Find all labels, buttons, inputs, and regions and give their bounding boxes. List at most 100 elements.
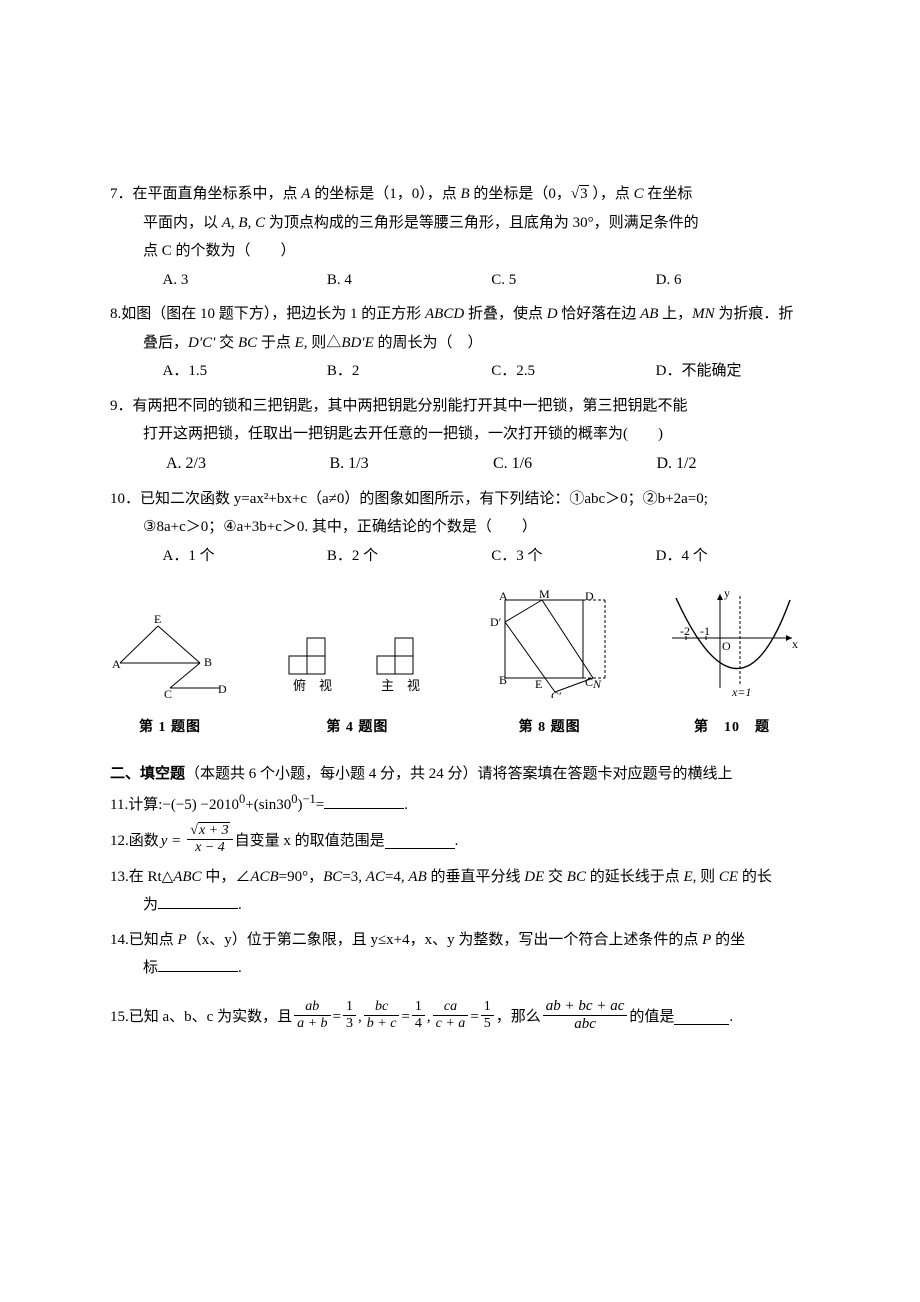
q12-den: x − 4 [187,840,232,855]
q13-num: 13. [110,869,129,885]
q9-opt-d: D. 1/2 [657,449,821,479]
q15-num: 15. [110,1003,129,1032]
svg-text:俯 视: 俯 视 [293,678,332,693]
section-2-title: 二、填空题 [110,766,185,782]
q15-c2: , [427,1003,431,1032]
q9-opt-a: A. 2/3 [166,449,330,479]
question-14: 14.已知点 P（x、y）位于第二象限，且 y≤x+4，x、y 为整数，写出一个… [110,926,820,983]
q15-c1: , [358,1003,362,1032]
q10-options: A．1 个 B．2 个 C．3 个 D．4 个 [110,542,820,571]
q7-opt-b: B. 4 [327,266,491,295]
q15-v1: 13 [343,1000,356,1031]
svg-text:C: C [164,687,172,698]
q15-f2: bcb + c [364,1000,400,1031]
q14-l2-text: 标 [143,960,158,976]
q10-l1-text: 已知二次函数 y=ax²+bx+c（a≠0）的图象如图所示，有下列结论：①abc… [140,491,708,507]
q7-options: A. 3 B. 4 C. 5 D. 6 [110,266,820,295]
q14-blank [158,956,238,972]
question-8: 8.如图（图在 10 题下方），把边长为 1 的正方形 ABCD 折叠，使点 D… [110,300,820,386]
q7-line3: 点 C 的个数为（ ） [110,237,820,266]
q15-blank [674,1009,729,1025]
q13-line2: 为. [110,891,820,920]
question-7: 7．在平面直角坐标系中，点 A 的坐标是（1，0），点 B 的坐标是（0，√3 … [110,180,820,294]
q12-num: 12. [110,827,129,856]
section-2-rest: （本题共 6 个小题，每小题 4 分，共 24 分）请将答案填在答题卡对应题号的… [185,766,733,782]
svg-text:E: E [535,677,542,691]
svg-text:x=1: x=1 [731,685,751,698]
q8-opt-c: C．2.5 [491,357,655,386]
q15-text-c: 的值是 [629,1003,674,1032]
q9-options: A. 2/3 B. 1/3 C. 1/6 D. 1/2 [110,449,820,479]
figure-10-svg: y x O -2 -1 x=1 [662,588,802,698]
question-10: 10．已知二次函数 y=ax²+bx+c（a≠0）的图象如图所示，有下列结论：①… [110,485,820,571]
q11-sup1: 0 [239,792,245,806]
q14-line2: 标. [110,954,820,983]
question-13: 13.在 Rt△ABC 中，∠ACB=90°，BC=3, AC=4, AB 的垂… [110,863,820,920]
figure-4: 俯 视 主 视 第 4 题图 [277,628,437,741]
figure-8: M D′ A D B C E N C′ 第 8 [485,588,615,741]
svg-text:-2: -2 [680,624,690,638]
svg-text:B: B [499,673,507,687]
q12-yeq: y = [161,827,182,856]
q10-line1: 10．已知二次函数 y=ax²+bx+c（a≠0）的图象如图所示，有下列结论：①… [110,485,820,514]
page: 7．在平面直角坐标系中，点 A 的坐标是（1，0），点 B 的坐标是（0，√3 … [0,0,920,1302]
figure-1-label: 第 1 题图 [110,715,230,742]
svg-text:O: O [722,639,731,653]
q15-eq3: = [470,1003,478,1032]
q13-l2-text: 为 [143,897,158,913]
svg-text:主 视: 主 视 [381,678,420,693]
q15-f3: cac + a [433,1000,469,1031]
q10-opt-b: B．2 个 [327,542,491,571]
q9-opt-c: C. 1/6 [493,449,657,479]
svg-text:y: y [724,588,730,600]
q14-num: 14. [110,932,129,948]
q15-eq1: = [333,1003,341,1032]
q9-line2: 打开这两把锁，任取出一把钥匙去开任意的一把锁，一次打开锁的概率为( ) [110,420,820,449]
q15-v2: 14 [412,1000,425,1031]
q9-num: 9． [110,398,133,414]
figure-8-svg: M D′ A D B C E N C′ [485,588,615,698]
svg-text:C′: C′ [551,689,562,698]
svg-text:D: D [585,589,594,603]
q13-blank [158,893,238,909]
figure-4-label: 第 4 题图 [277,715,437,742]
q7-num: 7． [110,186,133,202]
svg-text:A: A [499,589,508,603]
q7-opt-d: D. 6 [656,266,820,295]
svg-text:M: M [539,588,550,601]
figure-8-label: 第 8 题图 [485,715,615,742]
q12-frac: √x + 3 x − 4 [187,824,232,855]
q8-line2: 叠后，D′C′ 交 BC 于点 E, 则△BD′E 的周长为（ ） [110,329,820,358]
q15-period: . [729,1003,733,1032]
q9-line1: 9．有两把不同的锁和三把钥匙，其中两把钥匙分别能打开其中一把锁，第三把钥匙不能 [110,392,820,421]
question-11: 11.计算:−(−5) −20100+(sin300)−1=. [110,788,820,820]
q8-num: 8. [110,306,121,322]
q15-v3: 15 [481,1000,494,1031]
q8-line1: 8.如图（图在 10 题下方），把边长为 1 的正方形 ABCD 折叠，使点 D… [110,300,820,329]
q12-text-a: 函数 [129,827,159,856]
svg-text:D: D [218,682,227,696]
svg-text:C: C [585,675,593,689]
q10-num: 10． [110,491,140,507]
q14-line1: 14.已知点 P（x、y）位于第二象限，且 y≤x+4，x、y 为整数，写出一个… [110,926,820,955]
q11-blank [324,793,404,809]
question-9: 9．有两把不同的锁和三把钥匙，其中两把钥匙分别能打开其中一把锁，第三把钥匙不能 … [110,392,820,479]
question-15: 15. 已知 a、b、c 为实数，且 aba + b = 13 , bcb + … [110,1001,820,1034]
q8-opt-a: A．1.5 [163,357,327,386]
q15-text-b: ，那么 [496,1003,541,1032]
figure-1: A B E C D 第 1 题图 [110,608,230,741]
q7-opt-a: A. 3 [163,266,327,295]
q7-line2: 平面内，以 A, B, C 为顶点构成的三角形是等腰三角形，且底角为 30°，则… [110,209,820,238]
figure-1-svg: A B E C D [110,608,230,698]
question-12: 12. 函数 y = √x + 3 x − 4 自变量 x 的取值范围是 . [110,826,820,857]
q9-l1-text: 有两把不同的锁和三把钥匙，其中两把钥匙分别能打开其中一把锁，第三把钥匙不能 [133,398,688,414]
q15-text-a: 已知 a、b、c 为实数，且 [129,1003,292,1032]
q10-line2: ③8a+c＞0；④a+3b+c＞0. 其中，正确结论的个数是（ ） [110,513,820,542]
q8-options: A．1.5 B．2 C．2.5 D．不能确定 [110,357,820,386]
svg-text:E: E [154,612,161,626]
q15-eq2: = [401,1003,409,1032]
figure-4-svg: 俯 视 主 视 [277,628,437,698]
q12-num-rad: x + 3 [198,822,230,838]
q15-f1: aba + b [294,1000,330,1031]
q8-opt-d: D．不能确定 [656,357,820,386]
